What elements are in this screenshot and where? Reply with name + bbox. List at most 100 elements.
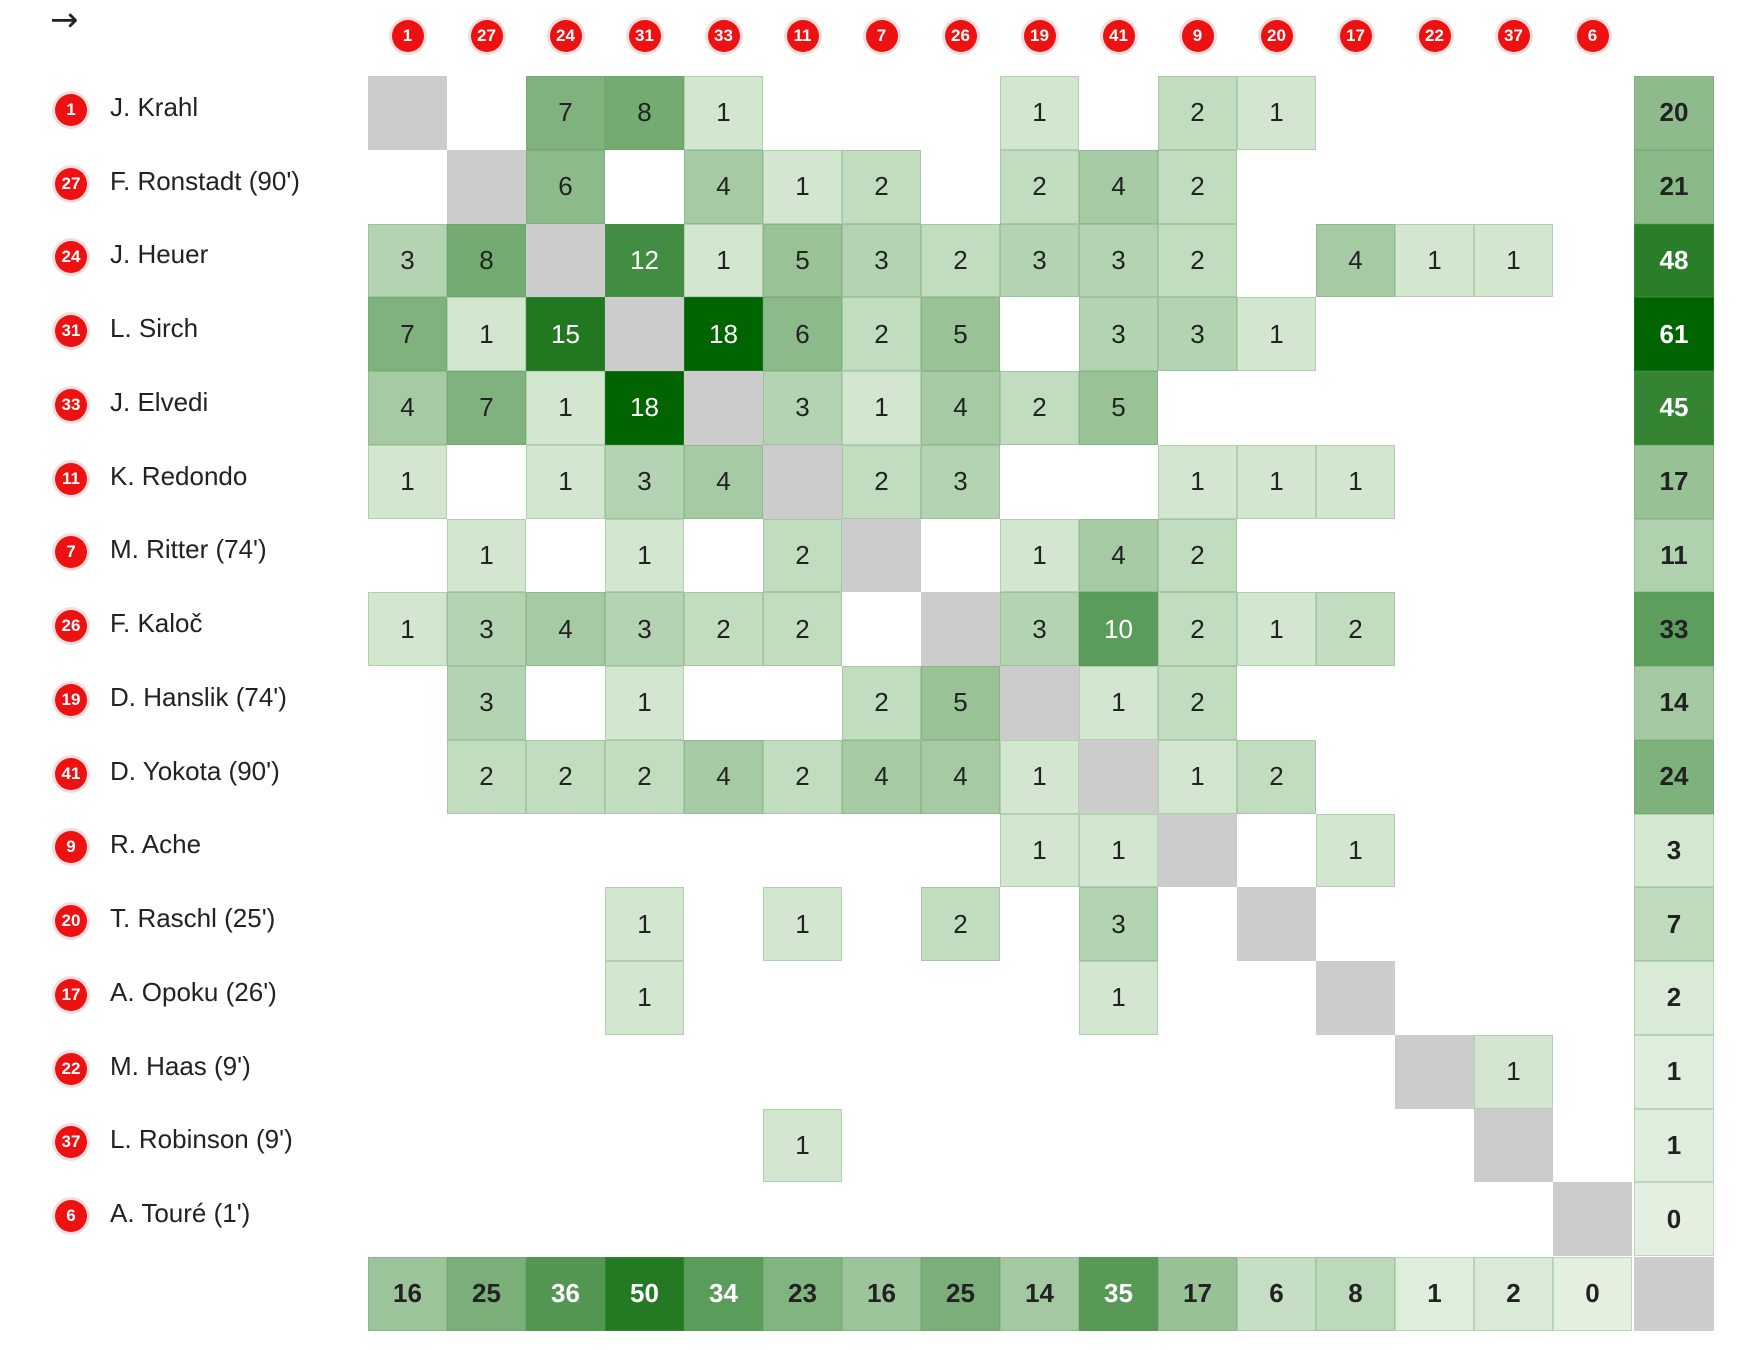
column-player-badge: 17: [1339, 20, 1372, 52]
pass-count-cell: 1: [526, 444, 605, 519]
column-total-cell: 16: [368, 1257, 447, 1331]
pass-count-cell: 3: [842, 223, 921, 298]
column-total-cell: 6: [1237, 1257, 1316, 1331]
pass-count-cell: 6: [526, 149, 605, 224]
column-player-badge: 6: [1576, 20, 1609, 52]
column-player-badge: 27: [470, 20, 503, 52]
arrow-right-icon: →: [50, 0, 79, 40]
row-total-cell: 14: [1634, 666, 1714, 740]
pass-count-cell: 10: [1079, 592, 1158, 666]
row-player-name: J. Heuer: [110, 239, 209, 270]
pass-count-cell: 2: [1000, 149, 1079, 224]
diagonal-cell: [763, 444, 842, 519]
pass-count-cell: 4: [1316, 223, 1395, 298]
pass-count-cell: 2: [1316, 592, 1395, 666]
column-total-cell: 0: [1553, 1257, 1632, 1331]
pass-count-cell: 4: [1079, 518, 1158, 593]
diagonal-cell: [605, 297, 684, 371]
pass-count-cell: 8: [605, 76, 684, 150]
pass-count-cell: 4: [842, 739, 921, 814]
pass-count-cell: 2: [1158, 666, 1237, 740]
pass-count-cell: 1: [763, 1108, 842, 1183]
pass-count-cell: 1: [1158, 444, 1237, 519]
pass-count-cell: 3: [447, 666, 526, 740]
pass-count-cell: 1: [1000, 813, 1079, 888]
column-total-cell: 1: [1395, 1257, 1474, 1331]
row-player-badge: 22: [55, 1052, 87, 1085]
pass-count-cell: 2: [842, 149, 921, 224]
row-total-cell: 61: [1634, 297, 1714, 371]
column-total-cell: 36: [526, 1257, 605, 1331]
column-total-cell: 50: [605, 1257, 684, 1331]
row-player-name: J. Krahl: [110, 91, 199, 122]
pass-count-cell: 2: [763, 518, 842, 593]
row-total-cell: 11: [1634, 518, 1714, 593]
column-player-badge: 24: [549, 20, 582, 52]
column-total-cell: 25: [447, 1257, 526, 1331]
pass-count-cell: 2: [842, 444, 921, 519]
pass-count-cell: 2: [1158, 149, 1237, 224]
column-player-badge: 41: [1102, 20, 1135, 52]
pass-count-cell: 1: [605, 666, 684, 740]
pass-count-cell: 1: [684, 76, 763, 150]
row-player-badge: 26: [55, 610, 87, 643]
row-player-badge: 33: [55, 388, 87, 421]
column-total-cell: 34: [684, 1257, 763, 1331]
pass-count-cell: 4: [921, 739, 1000, 814]
pass-count-cell: 1: [763, 887, 842, 961]
pass-count-cell: 3: [605, 592, 684, 666]
pass-count-cell: 3: [1158, 297, 1237, 371]
row-player-name: T. Raschl (25'): [110, 903, 276, 934]
row-player-name: D. Hanslik (74'): [110, 681, 287, 712]
row-player-badge: 19: [55, 683, 87, 716]
row-total-cell: 21: [1634, 149, 1714, 224]
row-total-cell: 3: [1634, 813, 1714, 888]
pass-count-cell: 1: [763, 149, 842, 224]
row-total-cell: 2: [1634, 961, 1714, 1035]
diagonal-cell: [1474, 1108, 1553, 1183]
pass-count-cell: 2: [842, 297, 921, 371]
row-player-name: K. Redondo: [110, 460, 248, 491]
pass-count-cell: 3: [605, 444, 684, 519]
diagonal-cell: [1000, 666, 1079, 740]
pass-count-cell: 18: [605, 371, 684, 445]
row-player-badge: 9: [55, 831, 87, 864]
pass-count-cell: 2: [763, 739, 842, 814]
pass-count-cell: 1: [1000, 739, 1079, 814]
column-player-badge: 11: [786, 20, 819, 52]
diagonal-cell: [921, 592, 1000, 666]
diagonal-cell: [684, 371, 763, 445]
pass-count-cell: 3: [1079, 297, 1158, 371]
column-player-badge: 22: [1418, 20, 1451, 52]
column-player-badge: 33: [707, 20, 740, 52]
diagonal-cell: [1237, 887, 1316, 961]
column-player-badge: 1: [391, 20, 424, 52]
pass-count-cell: 1: [1000, 518, 1079, 593]
pass-count-cell: 5: [921, 666, 1000, 740]
pass-count-cell: 15: [526, 297, 605, 371]
pass-count-cell: 2: [1158, 518, 1237, 593]
row-player-name: F. Ronstadt (90'): [110, 165, 300, 196]
column-player-badge: 7: [865, 20, 898, 52]
pass-count-cell: 3: [1079, 223, 1158, 298]
row-total-cell: 48: [1634, 223, 1714, 298]
pass-count-cell: 3: [1079, 887, 1158, 961]
pass-count-cell: 2: [1237, 739, 1316, 814]
column-total-cell: 23: [763, 1257, 842, 1331]
row-total-cell: 0: [1634, 1182, 1714, 1256]
pass-count-cell: 1: [1237, 444, 1316, 519]
row-player-name: A. Touré (1'): [110, 1198, 251, 1229]
row-player-badge: 24: [55, 241, 87, 274]
pass-count-cell: 1: [1158, 739, 1237, 814]
pass-count-cell: 1: [1474, 223, 1553, 298]
pass-count-cell: 2: [921, 887, 1000, 961]
pass-count-cell: 1: [605, 887, 684, 961]
row-total-cell: 33: [1634, 592, 1714, 666]
diagonal-cell: [1079, 739, 1158, 814]
pass-count-cell: 1: [1237, 76, 1316, 150]
diagonal-cell: [368, 76, 447, 150]
diagonal-cell: [526, 223, 605, 298]
column-player-badge: 26: [944, 20, 977, 52]
pass-count-cell: 4: [526, 592, 605, 666]
pass-count-cell: 2: [763, 592, 842, 666]
